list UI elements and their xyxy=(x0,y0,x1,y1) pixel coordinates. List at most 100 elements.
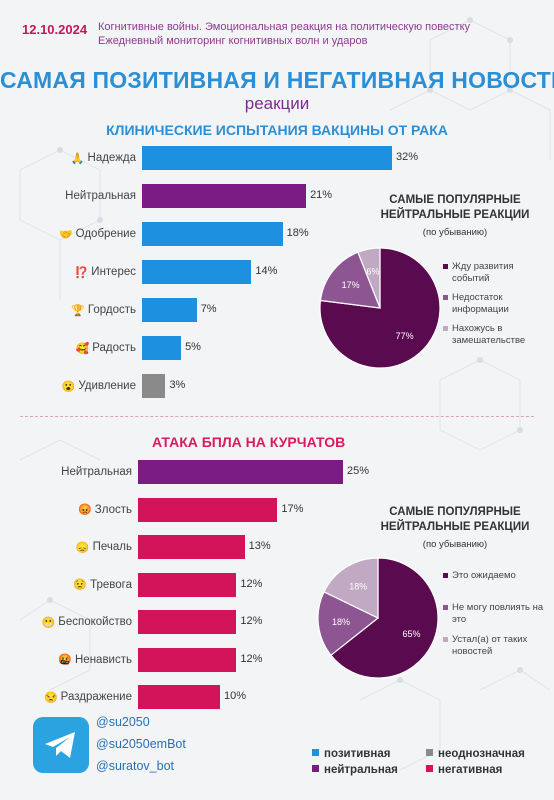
legend-item-positive: позитивная xyxy=(312,748,390,760)
bar xyxy=(138,610,237,634)
bar-label: 😮 Удивление xyxy=(61,380,136,393)
bar xyxy=(142,260,252,284)
bar-label: 🥰 Радость xyxy=(75,342,136,355)
bar-value-label: 7% xyxy=(200,303,217,315)
pie-legend-item: Нахожусь в замешательстве xyxy=(443,323,552,347)
bar xyxy=(142,336,182,360)
pie-legend-item: Не могу повлиять на это xyxy=(443,602,552,626)
emotion-icon: 😮 xyxy=(61,380,76,393)
pie-slice-label: 65% xyxy=(402,629,420,639)
bar xyxy=(142,222,283,246)
bar xyxy=(138,572,237,597)
pie-slice-label: 18% xyxy=(332,617,350,627)
bar-label: 😡 Злость xyxy=(78,503,132,517)
bar-value-label: 12% xyxy=(240,615,263,627)
legend-item-ambiguous: неоднозначная xyxy=(426,748,525,760)
legend-swatch xyxy=(426,749,433,756)
pie1-chart: 77% 17% 6% xyxy=(319,247,441,369)
bar-value-label: 21% xyxy=(310,189,333,201)
bar xyxy=(142,298,197,322)
bar-label: Нейтральная xyxy=(61,466,132,478)
header-subtitle-line2: Ежедневный мониторинг когнитивных волн и… xyxy=(98,35,368,47)
header-subtitle-line1: Когнитивные войны. Эмоциональная реакция… xyxy=(98,21,471,33)
pie2-note: (по убыванию) xyxy=(422,539,488,550)
bar-label: 🤬 Ненависть xyxy=(58,653,132,667)
legend-swatch xyxy=(443,295,448,300)
pie-slice-label: 6% xyxy=(367,266,380,276)
bar-label: 😟 Тревога xyxy=(73,578,132,592)
bar-value-label: 12% xyxy=(240,652,263,665)
pie-slice-label: 77% xyxy=(396,331,414,341)
contact-link-suratov-bot[interactable]: @suratov_bot xyxy=(96,759,175,773)
emotion-icon: 😟 xyxy=(73,579,88,591)
legend-swatch xyxy=(312,765,319,772)
pie-slice xyxy=(323,557,379,619)
emotion-icon: 🏆 xyxy=(71,304,85,317)
pie-slice-label: 18% xyxy=(349,581,367,591)
pie-slice-label: 17% xyxy=(342,280,360,290)
bar xyxy=(142,184,307,208)
bar-value-label: 32% xyxy=(396,151,419,163)
contact-link-su2050[interactable]: @su2050 xyxy=(96,715,150,729)
bar xyxy=(138,497,278,522)
bar xyxy=(138,460,343,484)
pie-slice xyxy=(357,247,381,309)
legend-swatch xyxy=(426,765,433,772)
emotion-icon: 🙏 xyxy=(70,152,85,165)
emotion-icon: 😞 xyxy=(75,541,90,554)
bar-label: 😬 Беспокойство xyxy=(41,616,132,629)
report-date: 12.10.2024 xyxy=(22,22,88,37)
section-divider xyxy=(20,416,534,417)
bar-value-label: 13% xyxy=(248,540,271,552)
bar-value-label: 3% xyxy=(169,379,186,391)
pie2-title: САМЫЕ ПОПУЛЯРНЫЕ НЕЙТРАЛЬНЫЕ РЕАКЦИИ xyxy=(380,506,530,533)
pie-slice xyxy=(319,251,381,309)
emotion-icon: 😒 xyxy=(43,691,58,704)
bar xyxy=(138,535,245,559)
pie-slice xyxy=(319,247,441,369)
emotion-icon: 😬 xyxy=(41,616,56,629)
pie-legend-item: Недостаток информации xyxy=(443,292,552,316)
pie-legend-item: Это ожидаемо xyxy=(443,570,552,582)
bar-value-label: 25% xyxy=(347,465,370,477)
pie1-title: САМЫЕ ПОПУЛЯРНЫЕ НЕЙТРАЛЬНЫЕ РЕАКЦИИ xyxy=(380,194,530,221)
bar-label: 🤝 Одобрение xyxy=(58,228,136,241)
legend-swatch xyxy=(443,573,448,578)
contact-link-su2050embot[interactable]: @su2050emBot xyxy=(96,737,186,751)
bar-label: Нейтральная xyxy=(65,190,136,202)
bar xyxy=(138,647,237,672)
bar xyxy=(138,685,220,709)
bar xyxy=(142,146,392,170)
chart2-title: АТАКА БПЛА НА КУРЧАТОВ xyxy=(152,434,346,450)
legend-swatch xyxy=(443,264,448,269)
bar-label: 😒 Раздражение xyxy=(43,691,132,704)
pie-slice xyxy=(330,557,439,679)
bar-label: 🙏 Надежда xyxy=(70,152,136,165)
emotion-icon: 🥰 xyxy=(75,342,90,355)
legend-swatch xyxy=(443,326,448,331)
bar-value-label: 5% xyxy=(185,341,201,353)
bar xyxy=(142,374,166,398)
pie-legend-item: Жду развития событий xyxy=(443,261,552,285)
page-title: САМАЯ ПОЗИТИВНАЯ И НЕГАТИВНАЯ НОВОСТИ xyxy=(0,67,554,93)
emotion-icon: 🤬 xyxy=(58,654,72,666)
legend-swatch xyxy=(312,749,319,756)
telegram-icon[interactable] xyxy=(33,717,89,773)
bar-label: 😞 Печаль xyxy=(75,541,132,554)
pie1-note: (по убыванию) xyxy=(422,227,488,238)
legend-swatch xyxy=(443,605,448,610)
bar-value-label: 14% xyxy=(255,265,278,277)
bar-value-label: 18% xyxy=(286,227,309,239)
pie2-chart: 65% 18% 18% xyxy=(317,557,439,679)
bar-label: 🏆 Гордость xyxy=(71,304,136,317)
pie-slice xyxy=(317,591,380,657)
emotion-icon: 😡 xyxy=(78,504,92,516)
pie-legend-item: Устал(а) от таких новостей xyxy=(443,634,552,658)
chart1-title: КЛИНИЧЕСКИЕ ИСПЫТАНИЯ ВАКЦИНЫ ОТ РАКА xyxy=(106,122,448,138)
emotion-icon: ⁉️ xyxy=(74,266,89,279)
legend-item-neutral: нейтральная xyxy=(312,764,398,776)
bar-value-label: 17% xyxy=(281,502,304,515)
bar-value-label: 12% xyxy=(240,577,263,590)
bar-value-label: 10% xyxy=(224,690,247,702)
